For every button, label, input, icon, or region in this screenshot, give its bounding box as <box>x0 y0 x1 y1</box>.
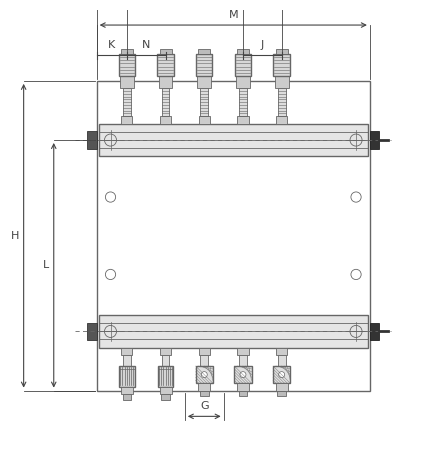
Bar <box>237 383 249 391</box>
Bar <box>198 49 210 54</box>
Bar <box>200 391 209 396</box>
Bar <box>198 383 210 391</box>
Bar <box>120 76 134 88</box>
Bar <box>162 88 169 116</box>
Bar <box>237 347 249 356</box>
Text: L: L <box>43 260 49 270</box>
Bar <box>370 323 379 340</box>
Bar <box>123 394 131 400</box>
Bar <box>87 323 97 340</box>
Bar <box>276 383 288 391</box>
Bar <box>121 347 132 356</box>
Bar <box>197 76 211 88</box>
Bar <box>196 54 212 76</box>
Bar <box>200 88 208 116</box>
Bar <box>199 347 210 356</box>
Bar <box>119 366 135 387</box>
Text: J: J <box>261 40 264 50</box>
Text: N: N <box>142 40 150 50</box>
Bar <box>276 116 287 124</box>
Bar <box>121 116 132 124</box>
Bar <box>370 131 379 149</box>
Bar <box>236 76 250 88</box>
Bar <box>275 76 289 88</box>
Bar <box>158 366 173 387</box>
Text: M: M <box>228 10 238 20</box>
Text: G: G <box>200 401 209 411</box>
Bar <box>239 88 247 116</box>
Bar <box>237 116 249 124</box>
Text: H: H <box>11 231 19 241</box>
Bar <box>277 391 286 396</box>
Bar <box>234 366 252 383</box>
Bar <box>199 116 210 124</box>
Bar <box>235 54 251 76</box>
Circle shape <box>279 372 285 378</box>
Bar <box>121 387 133 394</box>
Circle shape <box>240 372 246 378</box>
Bar <box>239 391 247 396</box>
Bar <box>99 315 368 347</box>
Bar <box>162 356 169 366</box>
Bar <box>159 76 172 88</box>
Bar <box>87 131 97 149</box>
Bar <box>160 49 172 54</box>
Bar <box>97 81 370 391</box>
Bar <box>278 88 286 116</box>
Bar <box>99 124 368 156</box>
Bar <box>123 88 131 116</box>
Bar <box>276 347 287 356</box>
Bar <box>119 54 135 76</box>
Bar <box>123 356 131 366</box>
Bar <box>196 366 213 383</box>
Circle shape <box>201 372 207 378</box>
Bar <box>160 116 171 124</box>
Bar <box>273 366 290 383</box>
Bar <box>237 49 249 54</box>
Bar <box>200 356 208 366</box>
Bar <box>160 387 172 394</box>
Bar <box>276 49 288 54</box>
Bar <box>157 54 174 76</box>
Bar <box>239 356 247 366</box>
Bar <box>121 49 133 54</box>
Bar <box>161 394 170 400</box>
Bar <box>278 356 286 366</box>
Bar <box>160 347 171 356</box>
Bar <box>273 54 290 76</box>
Text: K: K <box>108 40 115 50</box>
